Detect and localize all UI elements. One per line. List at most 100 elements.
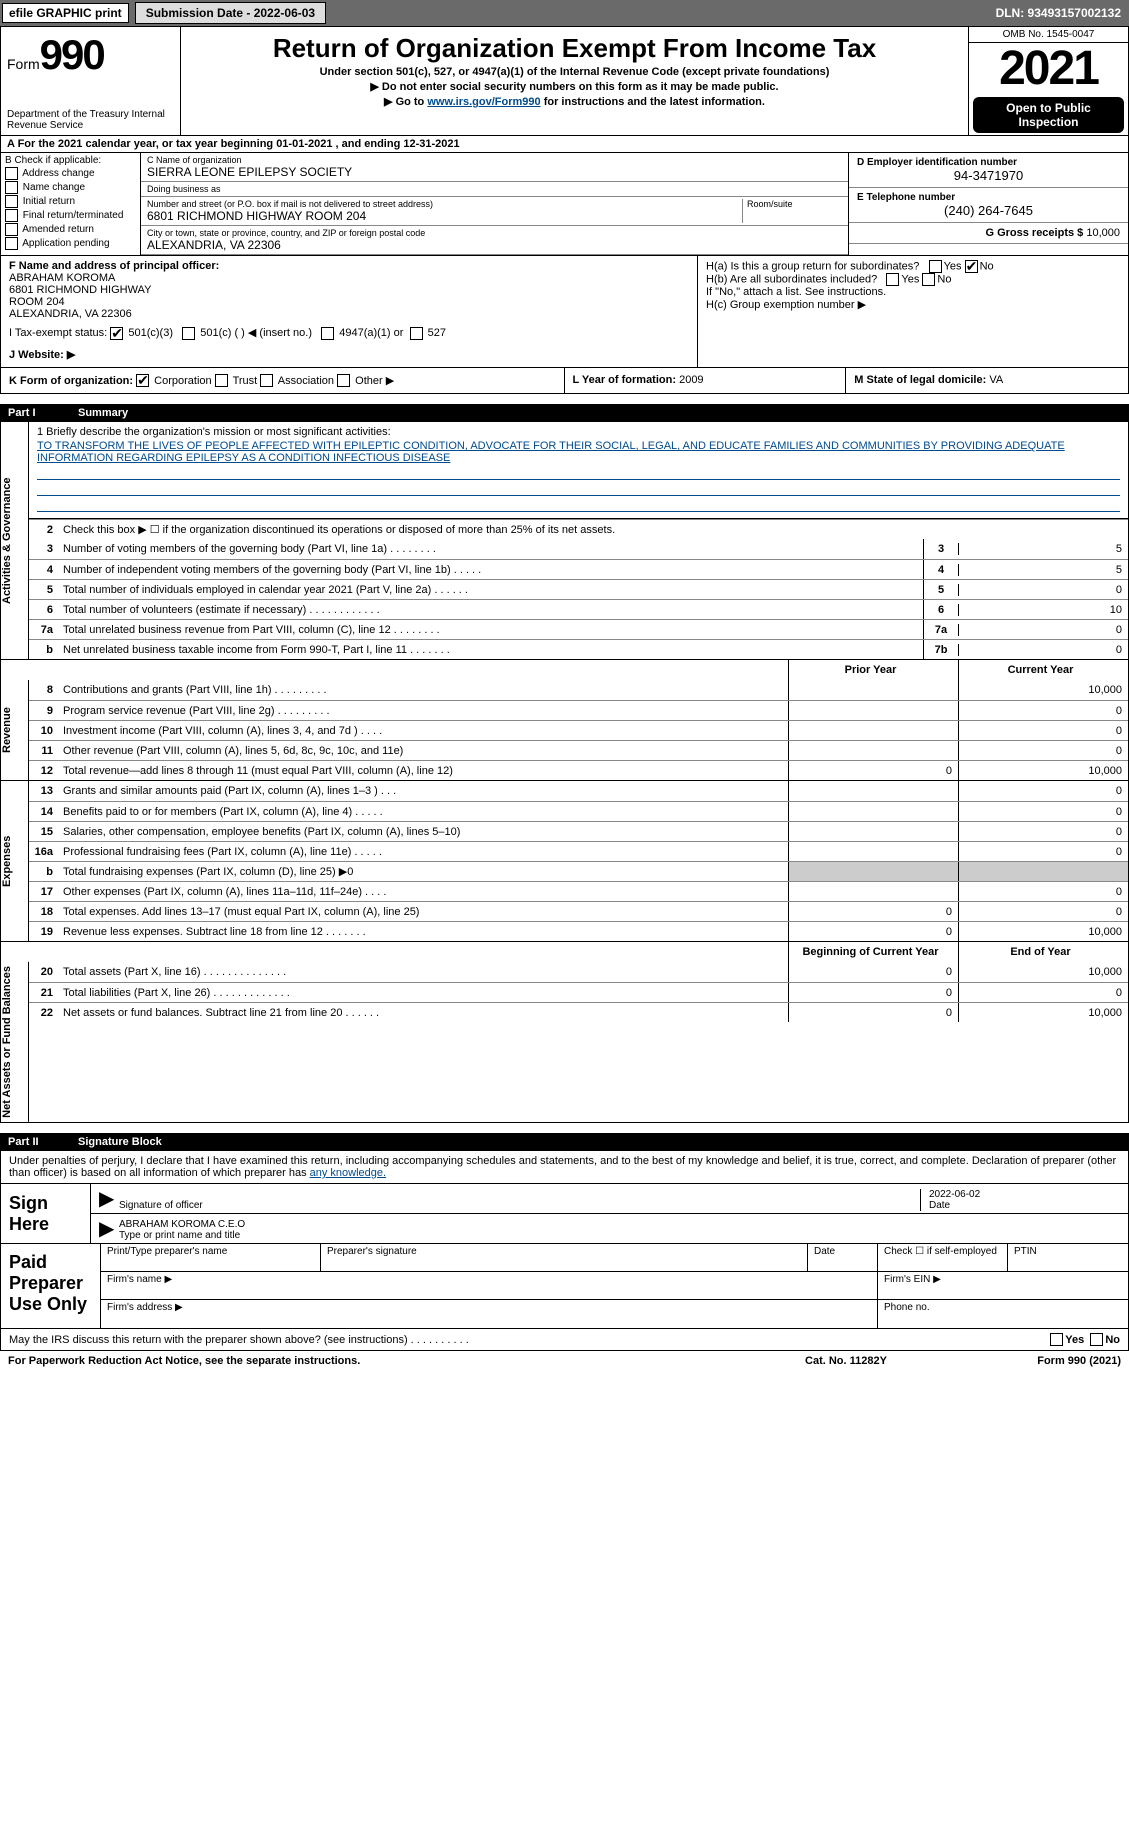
section-f-i-j: F Name and address of principal officer:… [1, 256, 698, 367]
chk-address-change[interactable]: Address change [5, 167, 136, 180]
discuss-no[interactable] [1090, 1333, 1103, 1346]
side-net-assets: Net Assets or Fund Balances [1, 962, 29, 1122]
h-a: H(a) Is this a group return for subordin… [706, 260, 1120, 273]
header-mid: Return of Organization Exempt From Incom… [181, 27, 968, 135]
row-j-website: J Website: ▶ [9, 348, 689, 361]
row-m: M State of legal domicile: VA [846, 368, 1128, 394]
chk-amended[interactable]: Amended return [5, 223, 136, 236]
signature-block: Under penalties of perjury, I declare th… [0, 1151, 1129, 1329]
current-year-hdr: Current Year [958, 660, 1128, 680]
form-subtitle: Under section 501(c), 527, or 4947(a)(1)… [189, 66, 960, 78]
side-revenue: Revenue [1, 680, 29, 780]
row-a-tax-year: A For the 2021 calendar year, or tax yea… [0, 136, 1129, 153]
table-row: 14Benefits paid to or for members (Part … [29, 801, 1128, 821]
table-row: 11Other revenue (Part VIII, column (A), … [29, 740, 1128, 760]
revenue-section: Revenue 8Contributions and grants (Part … [1, 680, 1128, 781]
row-l: L Year of formation: 2009 [565, 368, 847, 394]
chk-initial-return[interactable]: Initial return [5, 195, 136, 208]
form-header: Form990 Department of the Treasury Inter… [0, 26, 1129, 136]
table-row: 12Total revenue—add lines 8 through 11 (… [29, 760, 1128, 780]
header-right: OMB No. 1545-0047 2021 Open to Public In… [968, 27, 1128, 135]
mission-text: TO TRANSFORM THE LIVES OF PEOPLE AFFECTE… [37, 440, 1120, 464]
side-expenses: Expenses [1, 781, 29, 941]
signature-of-officer: Signature of officer [119, 1200, 920, 1211]
officer-name: ABRAHAM KOROMA C.E.O Type or print name … [119, 1219, 1120, 1241]
col-right: D Employer identification number 94-3471… [848, 153, 1128, 255]
table-row: bTotal fundraising expenses (Part IX, co… [29, 861, 1128, 881]
governance-section: Activities & Governance 1 Briefly descri… [1, 422, 1128, 660]
main-info-block: B Check if applicable: Address change Na… [0, 153, 1129, 256]
table-row: bNet unrelated business taxable income f… [29, 639, 1128, 659]
col-mid: C Name of organization SIERRA LEONE EPIL… [141, 153, 848, 255]
part-1-header: Part I Summary [0, 404, 1129, 422]
table-row: 9Program service revenue (Part VIII, lin… [29, 700, 1128, 720]
chk-other[interactable] [337, 374, 350, 387]
open-to-public: Open to Public Inspection [973, 97, 1124, 133]
table-row: 17Other expenses (Part IX, column (A), l… [29, 881, 1128, 901]
irs-link[interactable]: www.irs.gov/Form990 [427, 96, 540, 108]
net-header: . Beginning of Current Year End of Year [1, 942, 1128, 962]
form-title: Return of Organization Exempt From Incom… [189, 33, 960, 64]
side-governance: Activities & Governance [1, 422, 29, 659]
org-name-cell: C Name of organization SIERRA LEONE EPIL… [141, 153, 848, 182]
end-year-hdr: End of Year [958, 942, 1128, 962]
sign-here-row: Sign Here ▶ Signature of officer 2022-06… [1, 1183, 1128, 1243]
row-i: I Tax-exempt status: 501(c)(3) 501(c) ( … [9, 326, 689, 340]
table-row: 4Number of independent voting members of… [29, 559, 1128, 579]
paid-preparer-row: Paid Preparer Use Only Print/Type prepar… [1, 1243, 1128, 1328]
table-row: 8Contributions and grants (Part VIII, li… [29, 680, 1128, 700]
table-row: 5Total number of individuals employed in… [29, 579, 1128, 599]
ssn-warning: ▶ Do not enter social security numbers o… [189, 80, 960, 93]
chk-trust[interactable] [215, 374, 228, 387]
omb-number: OMB No. 1545-0047 [969, 27, 1128, 43]
chk-final-return[interactable]: Final return/terminated [5, 209, 136, 222]
mission-block: 1 Briefly describe the organization's mi… [29, 422, 1128, 519]
table-row: 19Revenue less expenses. Subtract line 1… [29, 921, 1128, 941]
chk-assoc[interactable] [260, 374, 273, 387]
submission-date-button[interactable]: Submission Date - 2022-06-03 [135, 2, 326, 24]
ha-yes[interactable] [929, 260, 942, 273]
expenses-section: Expenses 13Grants and similar amounts pa… [1, 781, 1128, 942]
table-row: 10Investment income (Part VIII, column (… [29, 720, 1128, 740]
table-row: 20Total assets (Part X, line 16) . . . .… [29, 962, 1128, 982]
h-b-note: If "No," attach a list. See instructions… [706, 286, 1120, 298]
line-2: 2 Check this box ▶ ☐ if the organization… [29, 519, 1128, 539]
goto-link-row: ▶ Go to www.irs.gov/Form990 for instruct… [189, 95, 960, 108]
cat-no: Cat. No. 11282Y [771, 1355, 921, 1367]
beginning-year-hdr: Beginning of Current Year [788, 942, 958, 962]
chk-501c3[interactable] [110, 327, 123, 340]
ein-cell: D Employer identification number 94-3471… [849, 153, 1128, 188]
table-row: 21Total liabilities (Part X, line 26) . … [29, 982, 1128, 1002]
table-row: 16aProfessional fundraising fees (Part I… [29, 841, 1128, 861]
sig-date: 2022-06-02 Date [920, 1189, 1120, 1211]
prior-year-hdr: Prior Year [788, 660, 958, 680]
discuss-yes[interactable] [1050, 1333, 1063, 1346]
discuss-row: May the IRS discuss this return with the… [0, 1329, 1129, 1351]
net-assets-section: Net Assets or Fund Balances 20Total asse… [1, 962, 1128, 1122]
row-k: K Form of organization: Corporation Trus… [1, 368, 565, 394]
hb-no[interactable] [922, 273, 935, 286]
efile-label: efile GRAPHIC print [2, 3, 129, 23]
ha-no[interactable] [965, 260, 978, 273]
chk-501c[interactable] [182, 327, 195, 340]
chk-application-pending[interactable]: Application pending [5, 237, 136, 250]
perjury-text: Under penalties of perjury, I declare th… [1, 1151, 1128, 1183]
part-2-header: Part II Signature Block [0, 1133, 1129, 1151]
any-knowledge-link[interactable]: any knowledge. [310, 1167, 386, 1179]
chk-corp[interactable] [136, 374, 149, 387]
section-f-h: F Name and address of principal officer:… [0, 256, 1129, 368]
table-row: 18Total expenses. Add lines 13–17 (must … [29, 901, 1128, 921]
chk-name-change[interactable]: Name change [5, 181, 136, 194]
city-cell: City or town, state or province, country… [141, 226, 848, 255]
table-row: 3Number of voting members of the governi… [29, 539, 1128, 559]
officer-value: ABRAHAM KOROMA 6801 RICHMOND HIGHWAY ROO… [9, 272, 151, 320]
chk-527[interactable] [410, 327, 423, 340]
hb-yes[interactable] [886, 273, 899, 286]
phone-cell: E Telephone number (240) 264-7645 [849, 188, 1128, 223]
form-label: Form 990 (2021) [921, 1355, 1121, 1367]
chk-4947[interactable] [321, 327, 334, 340]
table-row: 6Total number of volunteers (estimate if… [29, 599, 1128, 619]
form-number: Form990 [7, 31, 174, 79]
paid-preparer-label: Paid Preparer Use Only [1, 1244, 101, 1328]
table-row: 13Grants and similar amounts paid (Part … [29, 781, 1128, 801]
